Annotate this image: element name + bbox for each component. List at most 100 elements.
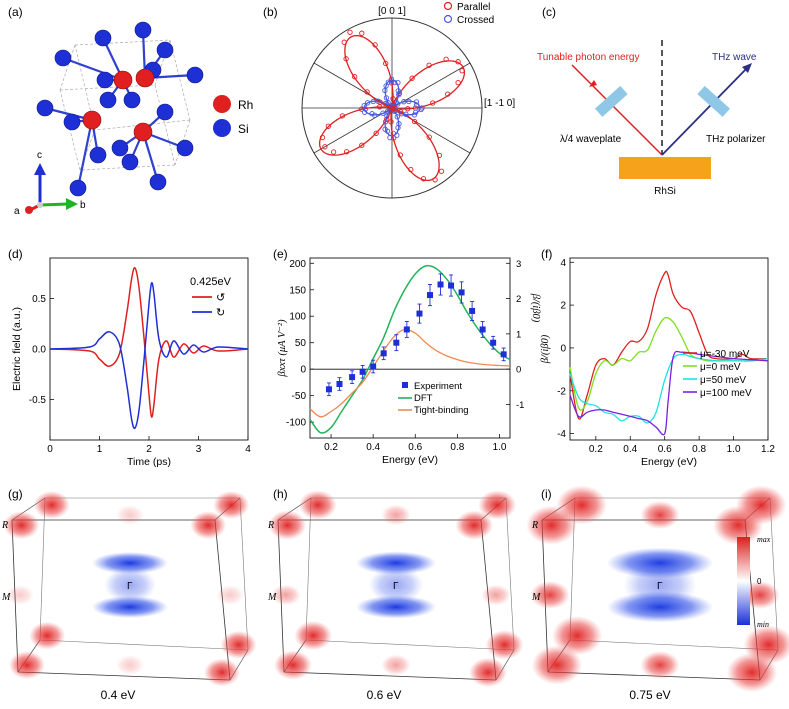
axis-origin <box>37 202 43 208</box>
red-pocket-mid <box>216 585 244 605</box>
crossed-point <box>387 134 393 141</box>
si-atom <box>149 173 167 191</box>
bz-label-m: M <box>1 592 11 603</box>
red-pocket-mid <box>381 504 411 526</box>
rh-si-bond <box>62 56 124 82</box>
crossed-point <box>372 112 378 118</box>
si-atom <box>69 179 87 197</box>
red-pocket <box>220 630 257 659</box>
crossed-point <box>383 95 390 101</box>
x-axis-label: Time (ps) <box>127 456 171 468</box>
experiment-point <box>349 374 356 381</box>
parallel-point <box>389 105 396 111</box>
chemical-potential-plot: 0.2 0.4 0.6 0.8 1.0 1.2 -4 -2 0 2 4 Energy (eV) β/(i… <box>540 257 775 468</box>
red-pocket <box>736 485 787 525</box>
crossed-point <box>393 99 399 105</box>
red-pocket <box>485 630 524 660</box>
parallel-point <box>411 118 418 125</box>
crossed-point <box>406 98 412 105</box>
rhsi-sample <box>619 157 711 179</box>
y-tick-label: 200 <box>289 259 306 270</box>
crossed-point <box>411 112 418 118</box>
crossed-point <box>364 100 371 106</box>
parallel-point <box>390 96 396 102</box>
dft-curve <box>309 264 511 434</box>
crossed-point <box>394 132 400 138</box>
y-tick-label: 50 <box>295 338 307 349</box>
sample-label: RhSi <box>654 186 676 197</box>
time-trace-plot: 0 1 2 3 4 -0.5 0.0 0.5 Time (ps) Electric field (… <box>11 257 251 468</box>
red-pocket <box>33 490 70 519</box>
si-atom <box>123 91 141 109</box>
thz-label: THz wave <box>712 52 757 63</box>
red-pocket-mid <box>6 585 34 605</box>
legend-experiment-marker <box>402 382 408 388</box>
crossed-point <box>369 111 375 117</box>
photon-beam-head <box>589 80 597 87</box>
bz-edge-back <box>239 497 249 651</box>
y-axis-label: Electric field (a.u.) <box>11 307 23 391</box>
axis-a-head <box>25 206 33 214</box>
red-pocket-mid <box>530 581 570 609</box>
chemical-potential-panel: 0.2 0.4 0.6 0.8 1.0 1.2 -4 -2 0 2 4 Energy (eV) β/(i… <box>540 257 775 468</box>
si-atom <box>63 113 81 131</box>
x-tick-label: 3 <box>196 444 202 455</box>
y-axis-label: β/(iβ0) <box>540 334 551 364</box>
red-pocket <box>3 511 40 540</box>
bz-label-gamma: Γ <box>657 581 663 592</box>
experiment-point <box>403 326 410 333</box>
x-tick-label: 1.0 <box>493 442 507 453</box>
axis-a-label: a <box>14 206 20 217</box>
parallel-point <box>443 56 449 62</box>
bz-edge-back <box>39 639 249 651</box>
crossed-point <box>412 109 419 115</box>
x-tick-label: 0.6 <box>658 444 672 455</box>
photocurrent-plot: 0.2 0.4 0.6 0.8 1.0 -100 -50 0 50 100 150 200 Energy… <box>277 257 541 466</box>
panel-tag-g: (g) <box>8 487 23 501</box>
mu-curve-1 <box>569 270 769 420</box>
bz-caption-g: 0.4 eV <box>101 688 136 702</box>
red-pocket <box>268 510 307 540</box>
crossed-point <box>413 102 420 108</box>
si-atom <box>186 66 204 84</box>
mu-curve-4 <box>569 350 769 436</box>
experiment-point <box>427 292 433 299</box>
polar-plot-panel: [0 0 1] [1 -1 0] Parallel Crossed <box>301 1 515 199</box>
panel-tag-d: (d) <box>8 247 23 261</box>
legend-si-marker <box>213 119 231 137</box>
parallel-point <box>420 176 427 182</box>
bz-panel-0p6: R M Γ <box>267 490 524 688</box>
y-tick-label: -2 <box>557 386 566 397</box>
crystal-structure-panel: Rh Si c b a <box>14 21 253 217</box>
parallel-point <box>341 39 347 45</box>
parallel-point <box>398 109 404 115</box>
y-tick-label: 150 <box>289 285 306 296</box>
red-pocket-mid <box>381 654 411 676</box>
red-pocket <box>298 490 337 520</box>
bz-edge-back <box>769 497 779 651</box>
bz-edge-back <box>569 639 779 651</box>
parallel-point <box>330 149 337 155</box>
blue-core <box>368 566 424 604</box>
si-atom <box>111 139 129 157</box>
red-pocket <box>455 510 494 540</box>
y2-tick-label: 0 <box>516 365 521 376</box>
axis-b-label: b <box>80 200 86 211</box>
unit-cell-edge <box>74 44 96 131</box>
y-tick-label: 0 <box>560 343 566 354</box>
red-pocket <box>294 620 333 651</box>
bz-label-r: R <box>1 520 8 531</box>
parallel-point <box>359 142 365 148</box>
parallel-point <box>376 104 383 110</box>
bz-edge-back <box>305 639 515 651</box>
thz-beam-head <box>742 63 752 73</box>
parallel-point <box>426 134 432 140</box>
ccw-trace <box>49 266 249 418</box>
blue-core <box>623 559 697 611</box>
x-tick-label: 0.6 <box>408 442 422 453</box>
experiment-point <box>359 368 366 375</box>
bz-panel-0p4: R M Γ <box>1 490 257 687</box>
parallel-point <box>405 106 411 112</box>
red-pocket <box>556 485 607 525</box>
